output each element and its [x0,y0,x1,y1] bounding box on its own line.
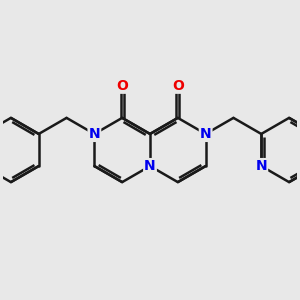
Text: N: N [88,127,100,141]
Text: N: N [200,127,212,141]
Text: O: O [172,79,184,93]
Text: N: N [144,159,156,173]
Text: O: O [116,79,128,93]
Text: N: N [256,159,267,173]
